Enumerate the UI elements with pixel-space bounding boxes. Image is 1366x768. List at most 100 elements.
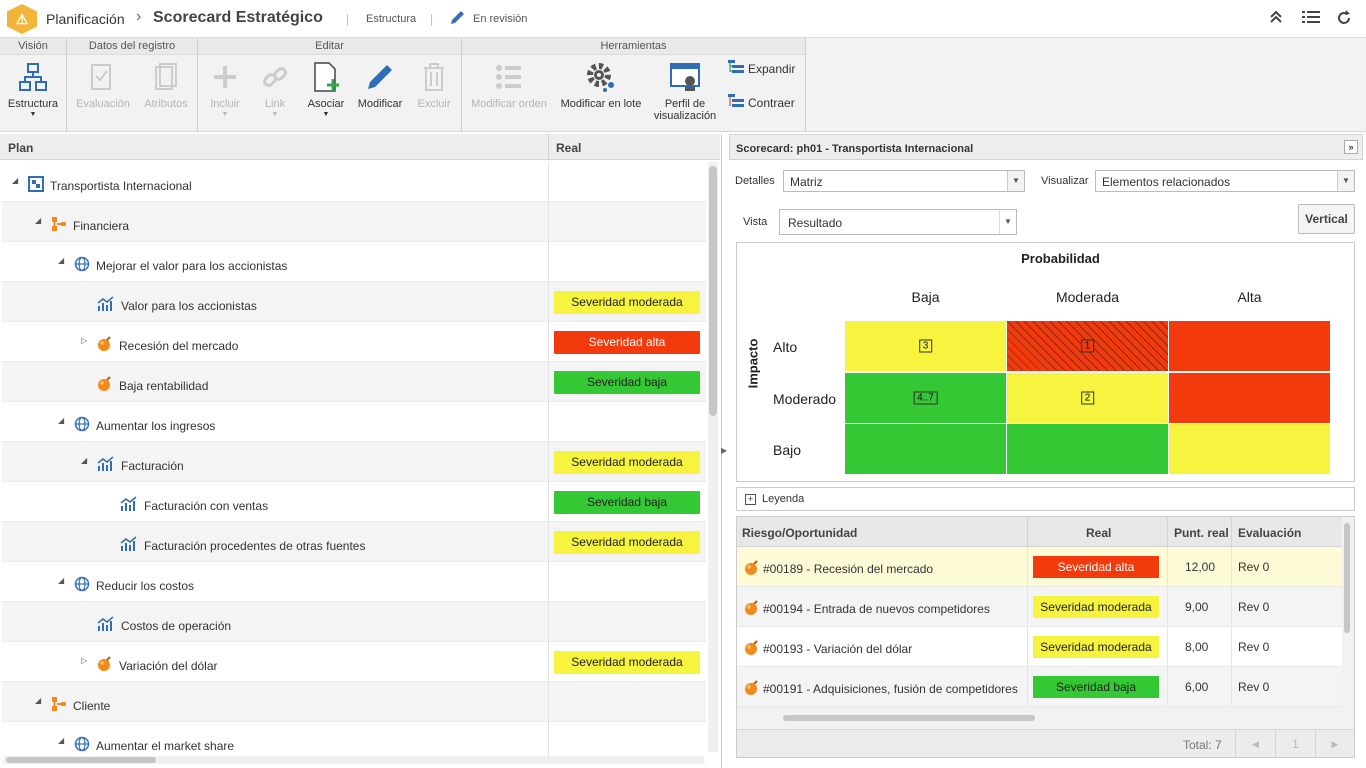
vista-select[interactable]: Resultado ▼ [779,209,1017,235]
excluir-button[interactable]: Excluir [410,58,458,110]
tree-row[interactable]: Costos de operación [2,602,706,642]
tree-row[interactable]: Valor para los accionistas Severidad mode… [2,282,706,322]
matrix-cell[interactable]: 1 [1007,321,1168,371]
tree-row[interactable]: ◢ Mejorar el valor para los accionistas [2,242,706,282]
visualizar-select[interactable]: Elementos relacionados ▼ [1095,170,1355,192]
contraer-button[interactable]: Contraer [728,94,795,111]
matrix-cell[interactable] [845,424,1006,474]
cell-count[interactable]: 2 [1080,391,1095,405]
collapsed-arrow-icon[interactable]: ▷ [81,656,88,665]
tree-row[interactable]: Facturación con ventas Severidad baja [2,482,706,522]
grid-row[interactable]: #00189 - Recesión del mercado Severidad … [737,547,1342,587]
asociar-button[interactable]: Asociar ▼ [302,58,350,118]
tree-item[interactable]: Facturación [97,456,184,475]
cell-count[interactable]: 3 [918,339,933,353]
module-name[interactable]: Planificación [46,11,125,27]
grid-row[interactable]: #00193 - Variación del dólar Severidad m… [737,627,1342,667]
cell-count[interactable]: 4..7 [913,391,938,405]
list-icon[interactable] [1302,9,1320,28]
chevron-down-icon[interactable]: ▼ [1337,171,1354,191]
chevron-down-icon[interactable]: ▼ [999,210,1016,234]
matrix-cell[interactable] [1007,424,1168,474]
risk-name[interactable]: #00191 - Adquisiciones, fusión de compet… [763,682,1018,696]
expanded-arrow-icon[interactable]: ◢ [58,416,65,425]
expanded-arrow-icon[interactable]: ◢ [58,576,65,585]
tree-item[interactable]: Aumentar el market share [74,736,234,755]
perfil-visualizacion-button[interactable]: Perfil de visualización [650,58,720,122]
page-number[interactable]: 1 [1275,730,1315,758]
tree-item[interactable]: Costos de operación [97,616,231,635]
incluir-button[interactable]: Incluir ▼ [202,58,248,118]
tree-item[interactable]: Variación del dólar [97,656,218,675]
column-header-real[interactable]: Real [1086,526,1112,540]
tree-item[interactable]: Recesión del mercado [97,336,238,355]
scroll-thumb[interactable] [709,166,717,416]
tree-row[interactable]: Baja rentabilidad Severidad baja [2,362,706,402]
tree-row[interactable]: ◢ Cliente [2,682,706,722]
scroll-thumb[interactable] [6,757,156,763]
expanded-arrow-icon[interactable]: ◢ [35,216,42,225]
legend-toggle[interactable]: + Leyenda [736,487,1355,511]
tree-item[interactable]: Mejorar el valor para los accionistas [74,256,287,275]
collapse-up-icon[interactable] [1268,9,1284,28]
tree-row[interactable]: ◢ Transportista Internacional [2,162,706,202]
modificar-button[interactable]: Modificar [354,58,406,110]
estructura-button[interactable]: Estructura ▼ [4,58,62,118]
expanded-arrow-icon[interactable]: ◢ [58,256,65,265]
expandir-button[interactable]: Expandir [728,60,795,77]
expanded-arrow-icon[interactable]: ◢ [35,696,42,705]
splitter-arrow-icon[interactable]: ▶ [721,446,728,455]
matrix-cell[interactable] [1169,373,1330,423]
tree-item[interactable]: Facturación con ventas [120,496,268,515]
tree-row[interactable]: ◢ Facturación Severidad moderada [2,442,706,482]
tree-item[interactable]: Valor para los accionistas [97,296,257,315]
next-page-icon[interactable]: ▶ [1315,730,1354,758]
column-header-evaluacion[interactable]: Evaluación [1238,526,1302,540]
evaluacion-button[interactable]: Evaluación [73,58,133,110]
expanded-arrow-icon[interactable]: ◢ [12,176,19,185]
tree-item[interactable]: Financiera [51,216,129,235]
collapse-panel-icon[interactable]: » [1344,140,1358,154]
tree-item[interactable]: Baja rentabilidad [97,376,208,395]
matrix-cell[interactable]: 2 [1007,373,1168,423]
tree-row[interactable]: Facturación procedentes de otras fuentes… [2,522,706,562]
collapsed-arrow-icon[interactable]: ▷ [81,336,88,345]
tree-horizontal-scrollbar[interactable] [4,756,704,764]
tree-row[interactable]: ◢ Financiera [2,202,706,242]
tree-row[interactable]: ◢ Aumentar los ingresos [2,402,706,442]
tree-item[interactable]: Facturación procedentes de otras fuentes [120,536,365,555]
vertical-button[interactable]: Vertical [1298,204,1355,234]
column-header-riesgo[interactable]: Riesgo/Oportunidad [742,526,858,540]
expanded-arrow-icon[interactable]: ◢ [58,736,65,745]
modificar-orden-button[interactable]: Modificar orden [466,58,552,110]
matrix-cell[interactable]: 3 [845,321,1006,371]
grid-horizontal-scroll-thumb[interactable] [783,715,1035,721]
refresh-icon[interactable] [1335,9,1353,30]
matrix-cell[interactable] [1169,424,1330,474]
tree-row[interactable]: ▷ Variación del dólar Severidad moderada [2,642,706,682]
chevron-down-icon[interactable]: ▼ [1007,171,1024,191]
tree-item[interactable]: Transportista Internacional [28,176,192,195]
risk-name[interactable]: #00193 - Variación del dólar [763,642,913,656]
tree-vertical-scrollbar[interactable] [708,162,718,752]
tree-item[interactable]: Reducir los costos [74,576,194,595]
grid-vertical-scrollbar[interactable] [1343,521,1351,635]
column-header-plan[interactable]: Plan [8,141,34,155]
matrix-cell[interactable]: 4..7 [845,373,1006,423]
cell-count[interactable]: 1 [1080,339,1095,353]
modificar-lote-button[interactable]: Modificar en lote [556,58,646,110]
tree-item[interactable]: Aumentar los ingresos [74,416,215,435]
link-button[interactable]: Link ▼ [252,58,298,118]
tree-row[interactable]: ◢ Reducir los costos [2,562,706,602]
grid-row[interactable]: #00191 - Adquisiciones, fusión de compet… [737,667,1342,707]
detalles-select[interactable]: Matriz ▼ [783,170,1025,192]
expanded-arrow-icon[interactable]: ◢ [81,456,88,465]
scroll-thumb[interactable] [1344,523,1350,633]
risk-name[interactable]: #00189 - Recesión del mercado [763,562,934,576]
column-header-punt-real[interactable]: Punt. real [1174,526,1229,540]
prev-page-icon[interactable]: ◀ [1235,730,1275,758]
risk-name[interactable]: #00194 - Entrada de nuevos competidores [763,602,990,616]
tree-row[interactable]: ▷ Recesión del mercado Severidad alta [2,322,706,362]
matrix-cell[interactable] [1169,321,1330,371]
column-header-real[interactable]: Real [556,141,582,155]
